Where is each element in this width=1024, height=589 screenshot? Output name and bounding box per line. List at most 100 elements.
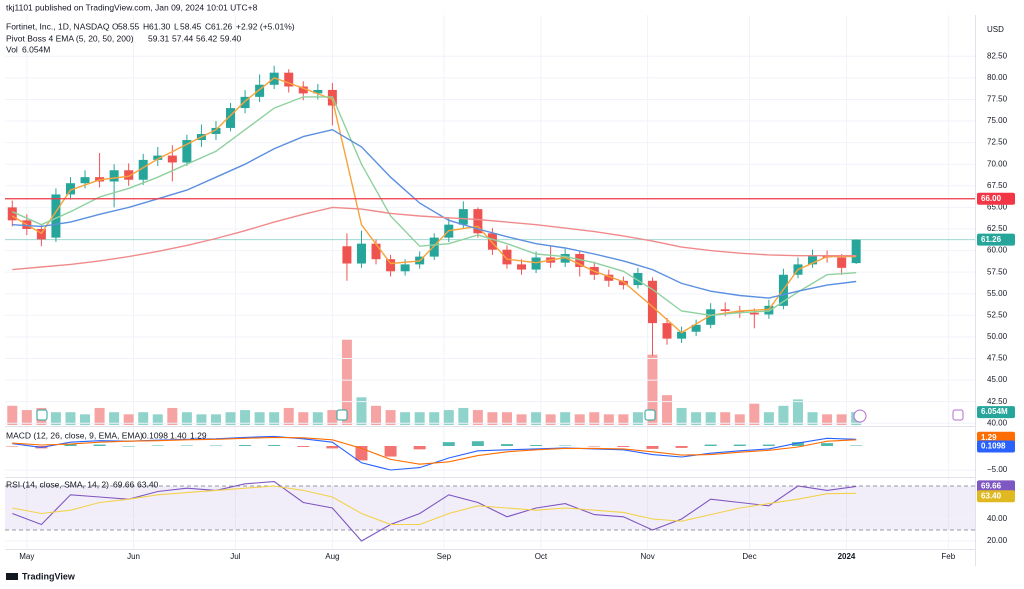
level-box: [977, 192, 1015, 205]
x-tick-label: Sep: [437, 552, 452, 561]
candle-body: [65, 183, 75, 195]
volume-bar: [836, 414, 847, 425]
indicator-value: 56.42: [196, 33, 218, 43]
candle-body: [109, 170, 119, 182]
earnings-markers: [36, 409, 964, 423]
candle-body: [749, 312, 759, 315]
volume-bar: [676, 407, 687, 425]
x-tick-label: Oct: [535, 552, 548, 561]
candle-body: [342, 246, 352, 264]
y-tick-label: 82.50: [987, 51, 1008, 60]
candle-body: [51, 194, 61, 238]
macd-histogram: [821, 443, 834, 446]
volume-bar: [21, 410, 32, 425]
volume-bar: [574, 414, 585, 425]
macd-histogram: [297, 446, 310, 447]
rsi-value: 69.66: [113, 479, 135, 489]
candle-body: [633, 273, 643, 286]
y-tick-label: 80.00: [987, 73, 1008, 82]
macd-histogram: [500, 444, 513, 446]
volume-bar: [210, 414, 221, 425]
x-tick-label: May: [19, 552, 34, 561]
volume-bar: [691, 412, 702, 425]
indicator-title: Pivot Boss 4 EMA (5, 20, 50, 200): [6, 33, 134, 43]
candle-body: [182, 140, 192, 163]
earnings-icon: [644, 409, 656, 421]
macd-histogram: [559, 445, 572, 447]
y-tick-label: 77.50: [987, 95, 1008, 104]
macd-histogram: [675, 446, 688, 448]
volume-name: Vol: [6, 44, 18, 54]
candle-body: [371, 243, 381, 260]
candle-body: [124, 170, 134, 180]
earnings-icon: [952, 409, 964, 421]
y-tick-label: 52.50: [987, 310, 1008, 319]
volume-bar: [443, 410, 454, 425]
candle-body: [153, 155, 163, 160]
candle-body: [138, 159, 148, 180]
rsi-sma-label: 63.40: [981, 491, 1002, 500]
volume-bar: [312, 412, 323, 425]
logo-mark: [6, 573, 18, 580]
volume-bar: [356, 397, 367, 425]
macd-histogram: [6, 446, 19, 447]
volume-bar: [603, 414, 614, 425]
indicator-value: 59.40: [220, 33, 242, 43]
macd-histogram: [850, 445, 863, 446]
candle-body: [517, 264, 527, 270]
y-tick-label: 70.00: [987, 159, 1008, 168]
publisher: tkj1101 published on TradingView.com, Ja…: [6, 2, 258, 12]
footer-brand: TradingView: [22, 571, 76, 581]
macd-histogram: [617, 446, 630, 447]
last-price-box: [977, 233, 1015, 246]
macd-title: MACD (12, 26, close, 9, EMA, EMA): [6, 430, 143, 440]
last-price-label: 61.26: [981, 235, 1002, 244]
volume-bar: [138, 412, 149, 425]
x-tick-label: Nov: [641, 552, 655, 561]
volume-bar: [152, 414, 163, 425]
macd-histogram: [704, 444, 717, 446]
candle-body: [647, 280, 657, 324]
volume-bar: [662, 395, 673, 425]
macd-histogram: [239, 445, 252, 446]
candle-body: [487, 233, 497, 250]
macd-value: 1.40: [170, 430, 187, 440]
volume-bar: [254, 412, 265, 425]
macd-histogram: [530, 445, 543, 446]
volume-bar: [705, 412, 716, 425]
rsi-sma-box: [977, 490, 1015, 503]
volume-value: 6.054M: [22, 44, 50, 54]
macd-histogram: [151, 445, 164, 447]
candle-body: [837, 257, 847, 268]
x-tick-label: Jul: [230, 552, 240, 561]
macd-histogram: [93, 444, 106, 446]
volume-bar: [618, 414, 629, 425]
x-tick-label: 2024: [838, 552, 856, 561]
candle-body: [240, 96, 250, 109]
volume-bar: [109, 412, 120, 425]
candle-body: [284, 72, 294, 87]
candle-body: [226, 108, 236, 128]
change: +2.92 (+5.01%): [236, 21, 295, 31]
ohlc-letter: H: [143, 21, 149, 31]
ohlc-letter: O: [112, 21, 119, 31]
y-tick-label: −5.00: [987, 465, 1008, 474]
ohlc-value: 61.26: [211, 21, 233, 31]
y-tick-label: 47.50: [987, 354, 1008, 363]
ema-line: [12, 206, 857, 271]
x-tick-label: Aug: [325, 552, 339, 561]
candle-body: [764, 305, 774, 315]
y-tick-label: 72.50: [987, 138, 1008, 147]
candle-body: [662, 323, 672, 339]
volume-bar: [516, 414, 527, 425]
volume-bar: [472, 410, 483, 425]
y-tick-label: 75.00: [987, 116, 1008, 125]
rsi-title: RSI (14, close, SMA, 14, 2): [6, 479, 109, 489]
volume-bar: [269, 412, 280, 425]
macd-histogram: [326, 446, 339, 449]
volume-bar: [327, 410, 338, 425]
earnings-icon: [336, 409, 348, 421]
y-tick-label: 57.50: [987, 267, 1008, 276]
y-tick-label: 40.00: [987, 514, 1008, 523]
